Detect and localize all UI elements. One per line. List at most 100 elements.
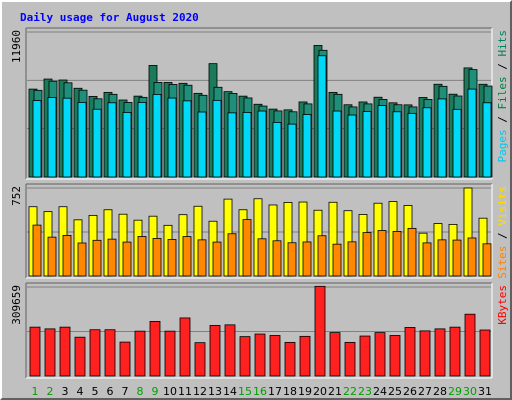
kbytes-bar-kbytes bbox=[74, 336, 86, 377]
visits-bar-sites bbox=[287, 242, 297, 277]
kbytes-bar-kbytes bbox=[254, 333, 266, 377]
day-label: 6 bbox=[107, 385, 114, 398]
kbytes-bar-kbytes bbox=[164, 330, 176, 377]
visits-bar-sites bbox=[47, 236, 57, 277]
hits-bar-pages bbox=[152, 94, 162, 178]
hits-bar-pages bbox=[392, 111, 402, 178]
visits-bar-sites bbox=[167, 239, 177, 277]
day-label: 9 bbox=[152, 385, 159, 398]
visits-bar-sites bbox=[137, 236, 147, 277]
kbytes-bar-kbytes bbox=[344, 341, 356, 377]
visits-bar-sites bbox=[257, 238, 267, 277]
kbytes-bar-kbytes bbox=[134, 330, 146, 377]
visits-bar-sites bbox=[302, 241, 312, 277]
day-label: 27 bbox=[418, 385, 432, 398]
hits-bar-pages bbox=[317, 55, 327, 178]
hits-ylabel-part: Files bbox=[496, 76, 509, 109]
kbytes-bar-kbytes bbox=[434, 328, 446, 377]
visits-bar-sites bbox=[152, 238, 162, 277]
hits-bar-pages bbox=[272, 122, 282, 178]
hits-bar-pages bbox=[62, 97, 72, 178]
hits-bar-pages bbox=[47, 97, 57, 178]
hits-bar-pages bbox=[122, 112, 132, 178]
kbytes-bar-kbytes bbox=[449, 326, 461, 377]
hits-bar-pages bbox=[407, 112, 417, 178]
hits-bar-pages bbox=[137, 102, 147, 178]
hits-bar-pages bbox=[257, 110, 267, 178]
kbytes-bar-kbytes bbox=[224, 324, 236, 377]
day-label: 15 bbox=[238, 385, 252, 398]
kbytes-bar-kbytes bbox=[194, 342, 206, 377]
kbytes-max-label: 309659 bbox=[10, 285, 23, 325]
day-label: 31 bbox=[478, 385, 492, 398]
day-label: 30 bbox=[463, 385, 477, 398]
visits-bar-sites bbox=[212, 241, 222, 277]
kbytes-bar-kbytes bbox=[479, 329, 491, 377]
visits-series-sites bbox=[32, 219, 492, 277]
kbytes-bar-kbytes bbox=[299, 335, 311, 377]
visits-bar-sites bbox=[317, 235, 327, 277]
day-label: 1 bbox=[32, 385, 39, 398]
hits-bar-pages bbox=[302, 114, 312, 178]
hits-ylabel-part: Hits bbox=[496, 30, 509, 57]
kbytes-ylabel-part: KBytes bbox=[496, 285, 509, 325]
visits-bar-sites bbox=[377, 230, 387, 277]
hits-bar-pages bbox=[182, 100, 192, 178]
visits-bar-sites bbox=[32, 224, 42, 277]
visits-bar-sites bbox=[452, 239, 462, 277]
hits-bar-pages bbox=[482, 102, 492, 178]
day-label: 16 bbox=[253, 385, 267, 398]
kbytes-bar-kbytes bbox=[239, 336, 251, 377]
chart-title: Daily usage for August 2020 bbox=[20, 11, 199, 24]
visits-bar-sites bbox=[467, 237, 477, 277]
visits-ylabel-part: Visits bbox=[496, 186, 509, 226]
kbytes-bar-kbytes bbox=[179, 317, 191, 377]
hits-ylabel-part: Pages bbox=[496, 129, 509, 162]
kbytes-bar-kbytes bbox=[119, 341, 131, 377]
day-label: 20 bbox=[313, 385, 327, 398]
hits-bar-pages bbox=[227, 112, 237, 178]
visits-bar-sites bbox=[392, 231, 402, 277]
day-label: 13 bbox=[208, 385, 222, 398]
day-labels: 1 2 3 4 5 6 7 8 9 10 11 12 13 14 15 16 17 18 19 20 21 22 23 24 2… bbox=[32, 385, 493, 398]
kbytes-bar-kbytes bbox=[464, 313, 476, 377]
hits-bar-pages bbox=[92, 108, 102, 178]
hits-bar-pages bbox=[212, 99, 222, 178]
kbytes-bar-kbytes bbox=[59, 326, 71, 377]
hits-bar-pages bbox=[167, 97, 177, 178]
kbytes-bar-kbytes bbox=[329, 332, 341, 377]
visits-bar-sites bbox=[437, 239, 447, 277]
kbytes-bar-kbytes bbox=[269, 335, 281, 377]
day-label: 18 bbox=[283, 385, 297, 398]
day-label: 29 bbox=[448, 385, 462, 398]
kbytes-ylabel: KBytes bbox=[496, 285, 509, 325]
day-label: 17 bbox=[268, 385, 282, 398]
visits-bar-sites bbox=[227, 233, 237, 277]
day-label: 21 bbox=[328, 385, 342, 398]
day-label: 10 bbox=[163, 385, 177, 398]
kbytes-bar-kbytes bbox=[284, 341, 296, 377]
hits-bar-pages bbox=[377, 105, 387, 178]
hits-series-pages bbox=[32, 55, 492, 178]
hits-bar-pages bbox=[332, 110, 342, 178]
day-label: 3 bbox=[62, 385, 69, 398]
day-label: 12 bbox=[193, 385, 207, 398]
day-label: 2 bbox=[47, 385, 54, 398]
hits-bar-pages bbox=[287, 123, 297, 178]
kbytes-bar-kbytes bbox=[419, 330, 431, 377]
kbytes-bar-kbytes bbox=[389, 335, 401, 377]
day-label: 23 bbox=[358, 385, 372, 398]
day-label: 22 bbox=[343, 385, 357, 398]
hits-bar-pages bbox=[437, 98, 447, 178]
hits-bar-pages bbox=[32, 100, 42, 178]
visits-bar-sites bbox=[77, 242, 87, 277]
kbytes-bar-kbytes bbox=[314, 285, 326, 377]
kbytes-bar-kbytes bbox=[44, 328, 56, 377]
kbytes-bar-kbytes bbox=[89, 329, 101, 377]
visits-bar-sites bbox=[482, 243, 492, 277]
day-label: 19 bbox=[298, 385, 312, 398]
visits-bar-sites bbox=[197, 239, 207, 277]
day-label: 14 bbox=[223, 385, 237, 398]
